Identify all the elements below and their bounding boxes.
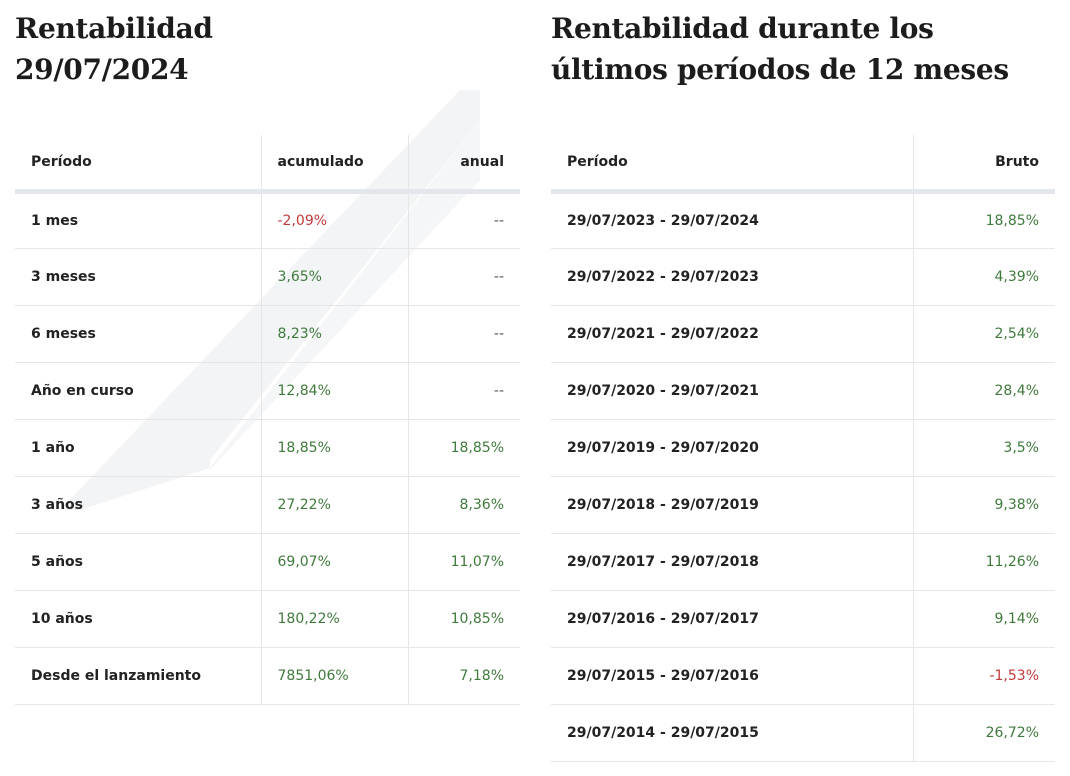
period-cell: 29/07/2022 - 29/07/2023 bbox=[551, 248, 913, 306]
gross-value: 11,26% bbox=[912, 533, 1055, 591]
period-cell: 29/07/2015 - 29/07/2016 bbox=[551, 647, 913, 705]
period-cell: 29/07/2019 - 29/07/2020 bbox=[551, 419, 913, 477]
cumulative-value: 69,07% bbox=[260, 533, 408, 591]
returns-title: Rentabilidad 29/07/2024 bbox=[15, 12, 213, 86]
table-row: 1 mes -2,09% -- bbox=[15, 191, 520, 249]
table-row: 29/07/2015 - 29/07/2016 -1,53% bbox=[551, 647, 1055, 705]
table-header-row: Período Bruto bbox=[551, 135, 1055, 194]
rolling-returns-title: Rentabilidad durante los últimos período… bbox=[551, 12, 1009, 86]
annual-value: -- bbox=[407, 305, 520, 363]
header-period: Período bbox=[551, 135, 913, 194]
gross-value: 3,5% bbox=[912, 419, 1055, 477]
period-cell: 1 mes bbox=[15, 191, 261, 249]
gross-value: 4,39% bbox=[912, 248, 1055, 306]
rolling-returns-body: 29/07/2023 - 29/07/2024 18,85% 29/07/2022 … bbox=[551, 191, 1055, 762]
table-row: 29/07/2022 - 29/07/2023 4,39% bbox=[551, 248, 1055, 306]
table-row: 29/07/2014 - 29/07/2015 26,72% bbox=[551, 704, 1055, 762]
table-row: 3 meses 3,65% -- bbox=[15, 248, 520, 306]
annual-value: 11,07% bbox=[407, 533, 520, 591]
header-gross: Bruto bbox=[912, 135, 1055, 194]
table-row: 29/07/2016 - 29/07/2017 9,14% bbox=[551, 590, 1055, 648]
annual-value: 7,18% bbox=[407, 647, 520, 705]
period-cell: 29/07/2017 - 29/07/2018 bbox=[551, 533, 913, 591]
period-cell: 6 meses bbox=[15, 305, 261, 363]
gross-value: 9,14% bbox=[912, 590, 1055, 648]
gross-value: -1,53% bbox=[912, 647, 1055, 705]
period-cell: Desde el lanzamiento bbox=[15, 647, 261, 705]
table-row: 1 año 18,85% 18,85% bbox=[15, 419, 520, 477]
cumulative-value: -2,09% bbox=[260, 191, 408, 249]
table-row: 29/07/2023 - 29/07/2024 18,85% bbox=[551, 191, 1055, 249]
annual-value: 18,85% bbox=[407, 419, 520, 477]
table-row: 29/07/2021 - 29/07/2022 2,54% bbox=[551, 305, 1055, 363]
gross-value: 9,38% bbox=[912, 476, 1055, 534]
gross-value: 18,85% bbox=[912, 191, 1055, 249]
header-period: Período bbox=[15, 135, 261, 194]
table-row: 3 años 27,22% 8,36% bbox=[15, 476, 520, 534]
table-row: 29/07/2019 - 29/07/2020 3,5% bbox=[551, 419, 1055, 477]
annual-value: -- bbox=[407, 248, 520, 306]
gross-value: 2,54% bbox=[912, 305, 1055, 363]
table-row: Desde el lanzamiento 7851,06% 7,18% bbox=[15, 647, 520, 705]
cumulative-value: 18,85% bbox=[260, 419, 408, 477]
table-header-row: Período acumulado anual bbox=[15, 135, 520, 194]
period-cell: 10 años bbox=[15, 590, 261, 648]
annual-value: -- bbox=[407, 191, 520, 249]
header-annual: anual bbox=[407, 135, 520, 194]
period-cell: 29/07/2014 - 29/07/2015 bbox=[551, 704, 913, 762]
gross-value: 26,72% bbox=[912, 704, 1055, 762]
table-row: Año en curso 12,84% -- bbox=[15, 362, 520, 420]
period-cell: 29/07/2023 - 29/07/2024 bbox=[551, 191, 913, 249]
period-cell: 1 año bbox=[15, 419, 261, 477]
cumulative-returns-body: 1 mes -2,09% -- 3 meses 3,65% -- 6 meses 8,23% -… bbox=[15, 191, 520, 705]
table-row: 6 meses 8,23% -- bbox=[15, 305, 520, 363]
annual-value: 8,36% bbox=[407, 476, 520, 534]
annual-value: 10,85% bbox=[407, 590, 520, 648]
period-cell: 29/07/2020 - 29/07/2021 bbox=[551, 362, 913, 420]
table-row: 29/07/2020 - 29/07/2021 28,4% bbox=[551, 362, 1055, 420]
table-row: 29/07/2017 - 29/07/2018 11,26% bbox=[551, 533, 1055, 591]
table-row: 5 años 69,07% 11,07% bbox=[15, 533, 520, 591]
table-row: 29/07/2018 - 29/07/2019 9,38% bbox=[551, 476, 1055, 534]
rolling-returns-table: Período Bruto 29/07/2023 - 29/07/2024 18,… bbox=[551, 135, 1055, 762]
period-cell: 5 años bbox=[15, 533, 261, 591]
cumulative-returns-panel: Rentabilidad 29/07/2024 Período acumulad… bbox=[15, 0, 520, 705]
cumulative-value: 8,23% bbox=[260, 305, 408, 363]
cumulative-value: 12,84% bbox=[260, 362, 408, 420]
period-cell: 29/07/2018 - 29/07/2019 bbox=[551, 476, 913, 534]
header-cumulative: acumulado bbox=[260, 135, 408, 194]
period-cell: 3 meses bbox=[15, 248, 261, 306]
period-cell: Año en curso bbox=[15, 362, 261, 420]
table-row: 10 años 180,22% 10,85% bbox=[15, 590, 520, 648]
cumulative-value: 27,22% bbox=[260, 476, 408, 534]
period-cell: 29/07/2016 - 29/07/2017 bbox=[551, 590, 913, 648]
gross-value: 28,4% bbox=[912, 362, 1055, 420]
period-cell: 3 años bbox=[15, 476, 261, 534]
cumulative-value: 180,22% bbox=[260, 590, 408, 648]
cumulative-value: 3,65% bbox=[260, 248, 408, 306]
annual-value: -- bbox=[407, 362, 520, 420]
rolling-returns-panel: Rentabilidad durante los últimos período… bbox=[551, 0, 1055, 762]
cumulative-value: 7851,06% bbox=[260, 647, 408, 705]
cumulative-returns-table: Período acumulado anual 1 mes -2,09% -- 3 m… bbox=[15, 135, 520, 705]
period-cell: 29/07/2021 - 29/07/2022 bbox=[551, 305, 913, 363]
